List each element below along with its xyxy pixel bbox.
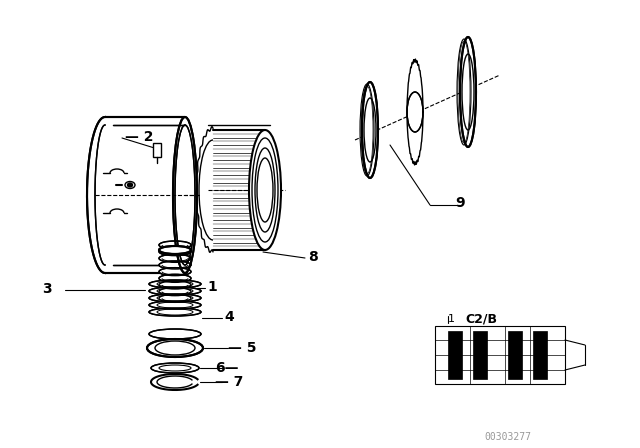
Ellipse shape [151, 363, 199, 373]
Ellipse shape [159, 294, 191, 302]
Ellipse shape [127, 183, 132, 187]
Ellipse shape [159, 274, 191, 282]
Ellipse shape [125, 181, 135, 189]
Text: 1: 1 [448, 314, 455, 324]
Text: 4: 4 [224, 310, 234, 324]
Bar [508, 331, 522, 379]
Ellipse shape [159, 246, 191, 254]
Text: 3: 3 [42, 282, 52, 296]
Bar [473, 331, 487, 379]
Ellipse shape [159, 254, 191, 263]
Text: — 5: — 5 [228, 341, 257, 355]
Text: 8: 8 [308, 250, 317, 264]
Ellipse shape [159, 267, 191, 276]
Text: 6—: 6— [215, 361, 239, 375]
Text: — 2: — 2 [125, 130, 154, 144]
Ellipse shape [147, 339, 203, 357]
Bar [448, 331, 462, 379]
Ellipse shape [159, 241, 191, 249]
Ellipse shape [149, 308, 201, 316]
Polygon shape [87, 117, 185, 273]
Text: 1: 1 [207, 280, 217, 294]
Ellipse shape [407, 92, 423, 132]
Ellipse shape [460, 37, 476, 147]
Text: C2/B: C2/B [465, 312, 497, 325]
Ellipse shape [159, 248, 191, 256]
Text: 00303277: 00303277 [484, 432, 531, 442]
Ellipse shape [159, 281, 191, 289]
Polygon shape [213, 130, 265, 250]
Bar [533, 331, 547, 379]
Text: 9: 9 [455, 196, 465, 210]
Ellipse shape [159, 261, 191, 269]
Ellipse shape [149, 294, 201, 302]
Ellipse shape [173, 117, 197, 273]
Ellipse shape [149, 287, 201, 295]
Ellipse shape [249, 130, 281, 250]
Ellipse shape [362, 82, 378, 178]
Ellipse shape [149, 280, 201, 288]
Ellipse shape [149, 301, 201, 309]
Ellipse shape [149, 329, 201, 339]
Text: — 7: — 7 [215, 375, 243, 389]
Bar [153, 143, 161, 157]
Bar [435, 326, 565, 384]
Ellipse shape [159, 288, 191, 296]
